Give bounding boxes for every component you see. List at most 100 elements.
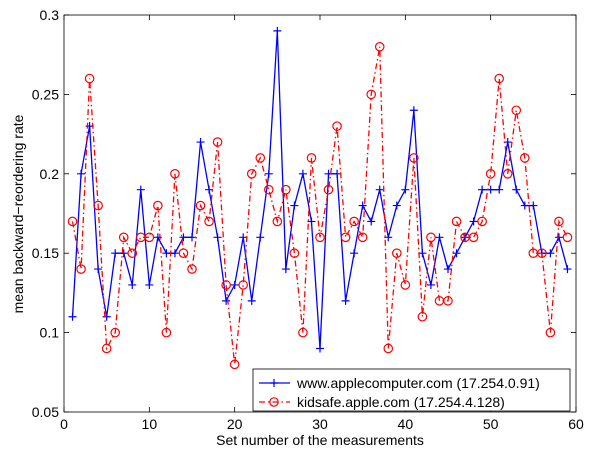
series-point bbox=[110, 327, 120, 338]
series-point bbox=[170, 249, 179, 258]
series-point bbox=[102, 312, 111, 321]
series-point bbox=[452, 249, 461, 258]
series-point bbox=[127, 248, 138, 258]
series-line bbox=[71, 46, 569, 365]
series-point bbox=[119, 249, 128, 258]
series-point bbox=[195, 200, 206, 211]
series-point bbox=[444, 265, 452, 274]
series-point bbox=[451, 216, 462, 227]
series-point bbox=[298, 169, 307, 178]
series-point bbox=[264, 169, 273, 178]
series-point bbox=[494, 73, 504, 84]
series-2 bbox=[67, 41, 573, 370]
series-point bbox=[263, 184, 274, 195]
series-point bbox=[563, 265, 572, 274]
series-point bbox=[495, 185, 504, 194]
series-point bbox=[341, 296, 350, 305]
x-tick-label: 0 bbox=[60, 416, 68, 432]
x-axis-label: Set number of the measurements bbox=[216, 432, 424, 448]
series-point bbox=[306, 153, 317, 163]
series-point bbox=[161, 327, 172, 338]
series-point bbox=[281, 265, 290, 274]
series-point bbox=[196, 138, 205, 147]
series-point bbox=[213, 233, 222, 242]
series-point bbox=[374, 41, 385, 52]
series-point bbox=[315, 232, 325, 243]
series-point bbox=[537, 248, 547, 258]
series-point bbox=[178, 248, 189, 258]
y-tick-label: 0.05 bbox=[32, 404, 59, 420]
series-point bbox=[76, 264, 86, 274]
series-point bbox=[77, 169, 86, 178]
series-point bbox=[323, 184, 334, 195]
series-point bbox=[316, 344, 324, 353]
series-point bbox=[145, 280, 154, 289]
legend-box bbox=[252, 368, 571, 412]
series-point bbox=[281, 184, 291, 195]
series-point bbox=[519, 153, 530, 163]
series-point bbox=[68, 312, 77, 321]
series-point bbox=[162, 249, 171, 258]
series-point bbox=[179, 233, 188, 242]
series-point bbox=[546, 249, 555, 258]
y-tick-label: 0.3 bbox=[40, 7, 60, 23]
series-point bbox=[367, 217, 376, 226]
x-tick-label: 10 bbox=[142, 416, 158, 432]
series-point bbox=[118, 232, 129, 243]
series-point bbox=[239, 233, 248, 242]
series-point bbox=[221, 280, 231, 290]
y-tick-label: 0.15 bbox=[32, 245, 59, 261]
series-point bbox=[170, 169, 180, 179]
series-point bbox=[332, 121, 342, 131]
series-point bbox=[529, 201, 538, 210]
series-point bbox=[375, 185, 384, 194]
series-point bbox=[512, 185, 521, 194]
series-point bbox=[298, 327, 308, 338]
series-point bbox=[401, 185, 410, 194]
series-point bbox=[468, 232, 479, 243]
series-point bbox=[222, 296, 231, 305]
series-point bbox=[272, 216, 283, 227]
series-point bbox=[391, 248, 402, 258]
series-point bbox=[443, 296, 453, 306]
y-tick-label: 0.2 bbox=[40, 166, 60, 182]
x-tick-label: 50 bbox=[483, 416, 499, 432]
series-point bbox=[204, 216, 214, 227]
series-point bbox=[101, 343, 112, 354]
series-point bbox=[562, 232, 573, 243]
y-axis-label: mean backward−reordering rate bbox=[10, 114, 26, 313]
series-layer bbox=[67, 26, 573, 370]
series-point bbox=[255, 153, 266, 163]
series-point bbox=[357, 232, 368, 243]
series-point bbox=[545, 327, 556, 338]
series-point bbox=[554, 216, 564, 227]
series-point bbox=[409, 153, 419, 163]
series-point bbox=[307, 217, 316, 226]
legend-marker bbox=[269, 397, 279, 407]
series-point bbox=[256, 233, 265, 242]
series-point bbox=[290, 201, 299, 210]
series-point bbox=[84, 73, 95, 84]
series-point bbox=[188, 233, 196, 242]
series-point bbox=[435, 233, 444, 242]
series-point bbox=[333, 169, 342, 178]
series-point bbox=[383, 343, 394, 354]
series-point bbox=[520, 201, 529, 210]
series-point bbox=[144, 232, 155, 243]
series-point bbox=[94, 265, 103, 274]
series-point bbox=[477, 216, 487, 227]
series-point bbox=[366, 89, 376, 100]
y-tick-label: 0.25 bbox=[32, 86, 59, 102]
x-tick-label: 40 bbox=[398, 416, 414, 432]
y-axis-ticks: 0.05 0.1 0.15 0.2 0.25 0.3 bbox=[32, 7, 576, 420]
legend: www.applecomputer.com (17.254.0.91) kidsa… bbox=[252, 368, 571, 412]
series-point bbox=[400, 280, 411, 290]
series-point bbox=[554, 233, 563, 242]
series-point bbox=[409, 106, 418, 115]
series-point bbox=[485, 169, 496, 179]
x-tick-label: 60 bbox=[568, 416, 584, 432]
series-point bbox=[111, 249, 120, 258]
series-point bbox=[426, 232, 436, 243]
series-point bbox=[187, 264, 197, 274]
